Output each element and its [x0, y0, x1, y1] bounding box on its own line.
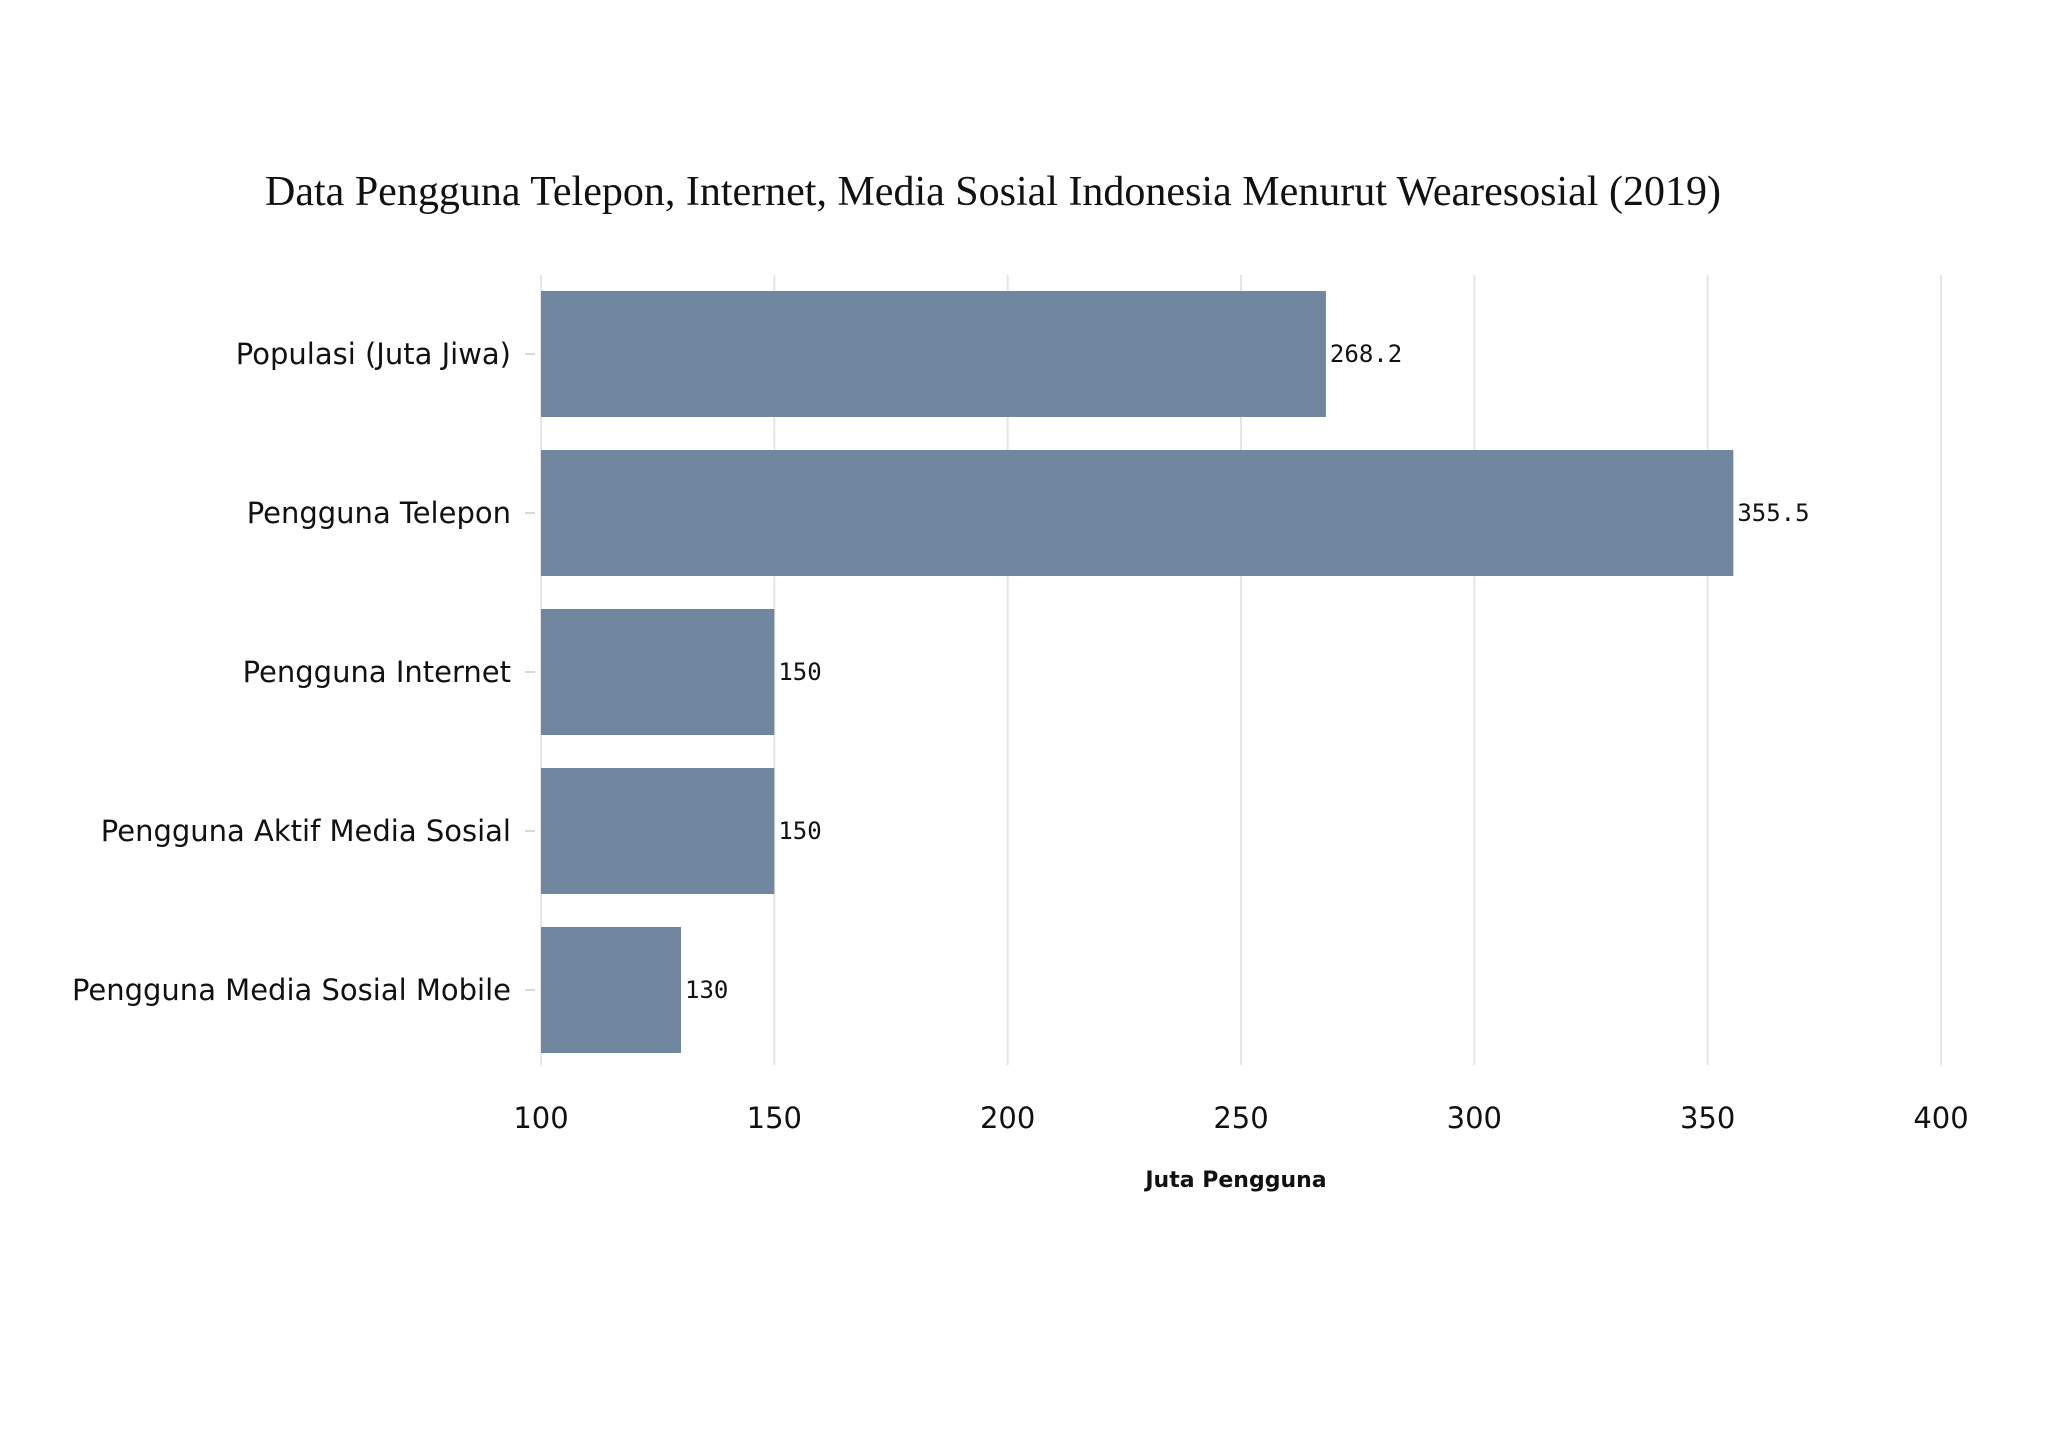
x-tick-label: 400	[1913, 1101, 1968, 1135]
x-tick-label: 350	[1680, 1101, 1735, 1135]
category-label: Pengguna Internet	[243, 655, 511, 689]
data-label: 150	[778, 817, 821, 845]
x-tick-label: 100	[513, 1101, 568, 1135]
data-label: 268.2	[1330, 340, 1402, 368]
category-labels: Populasi (Juta Jiwa) Pengguna Telepon Peng…	[72, 337, 535, 1007]
category-label: Pengguna Aktif Media Sosial	[101, 814, 511, 848]
data-label: 130	[685, 976, 728, 1004]
x-tick-label: 300	[1447, 1101, 1502, 1135]
x-tick-label: 250	[1213, 1101, 1268, 1135]
category-label: Pengguna Media Sosial Mobile	[72, 973, 511, 1007]
bar[interactable]	[541, 927, 681, 1053]
bar[interactable]	[541, 450, 1734, 576]
data-label: 355.5	[1737, 499, 1809, 527]
category-label: Populasi (Juta Jiwa)	[236, 337, 511, 371]
x-tick-label: 200	[980, 1101, 1035, 1135]
data-label: 150	[778, 658, 821, 686]
category-label: Pengguna Telepon	[247, 496, 511, 530]
bars	[541, 291, 1734, 1053]
bar[interactable]	[541, 609, 775, 735]
x-tick-label: 150	[747, 1101, 802, 1135]
bar[interactable]	[541, 291, 1326, 417]
x-axis-ticks: 100 150 200 250 300 350 400	[513, 1101, 1968, 1135]
bar[interactable]	[541, 768, 775, 894]
x-axis-label: Juta Pengguna	[1143, 1168, 1326, 1193]
value-labels: 268.2 355.5 150 150 130	[685, 340, 1810, 1004]
chart-title: Data Pengguna Telepon, Internet, Media S…	[265, 169, 1721, 215]
